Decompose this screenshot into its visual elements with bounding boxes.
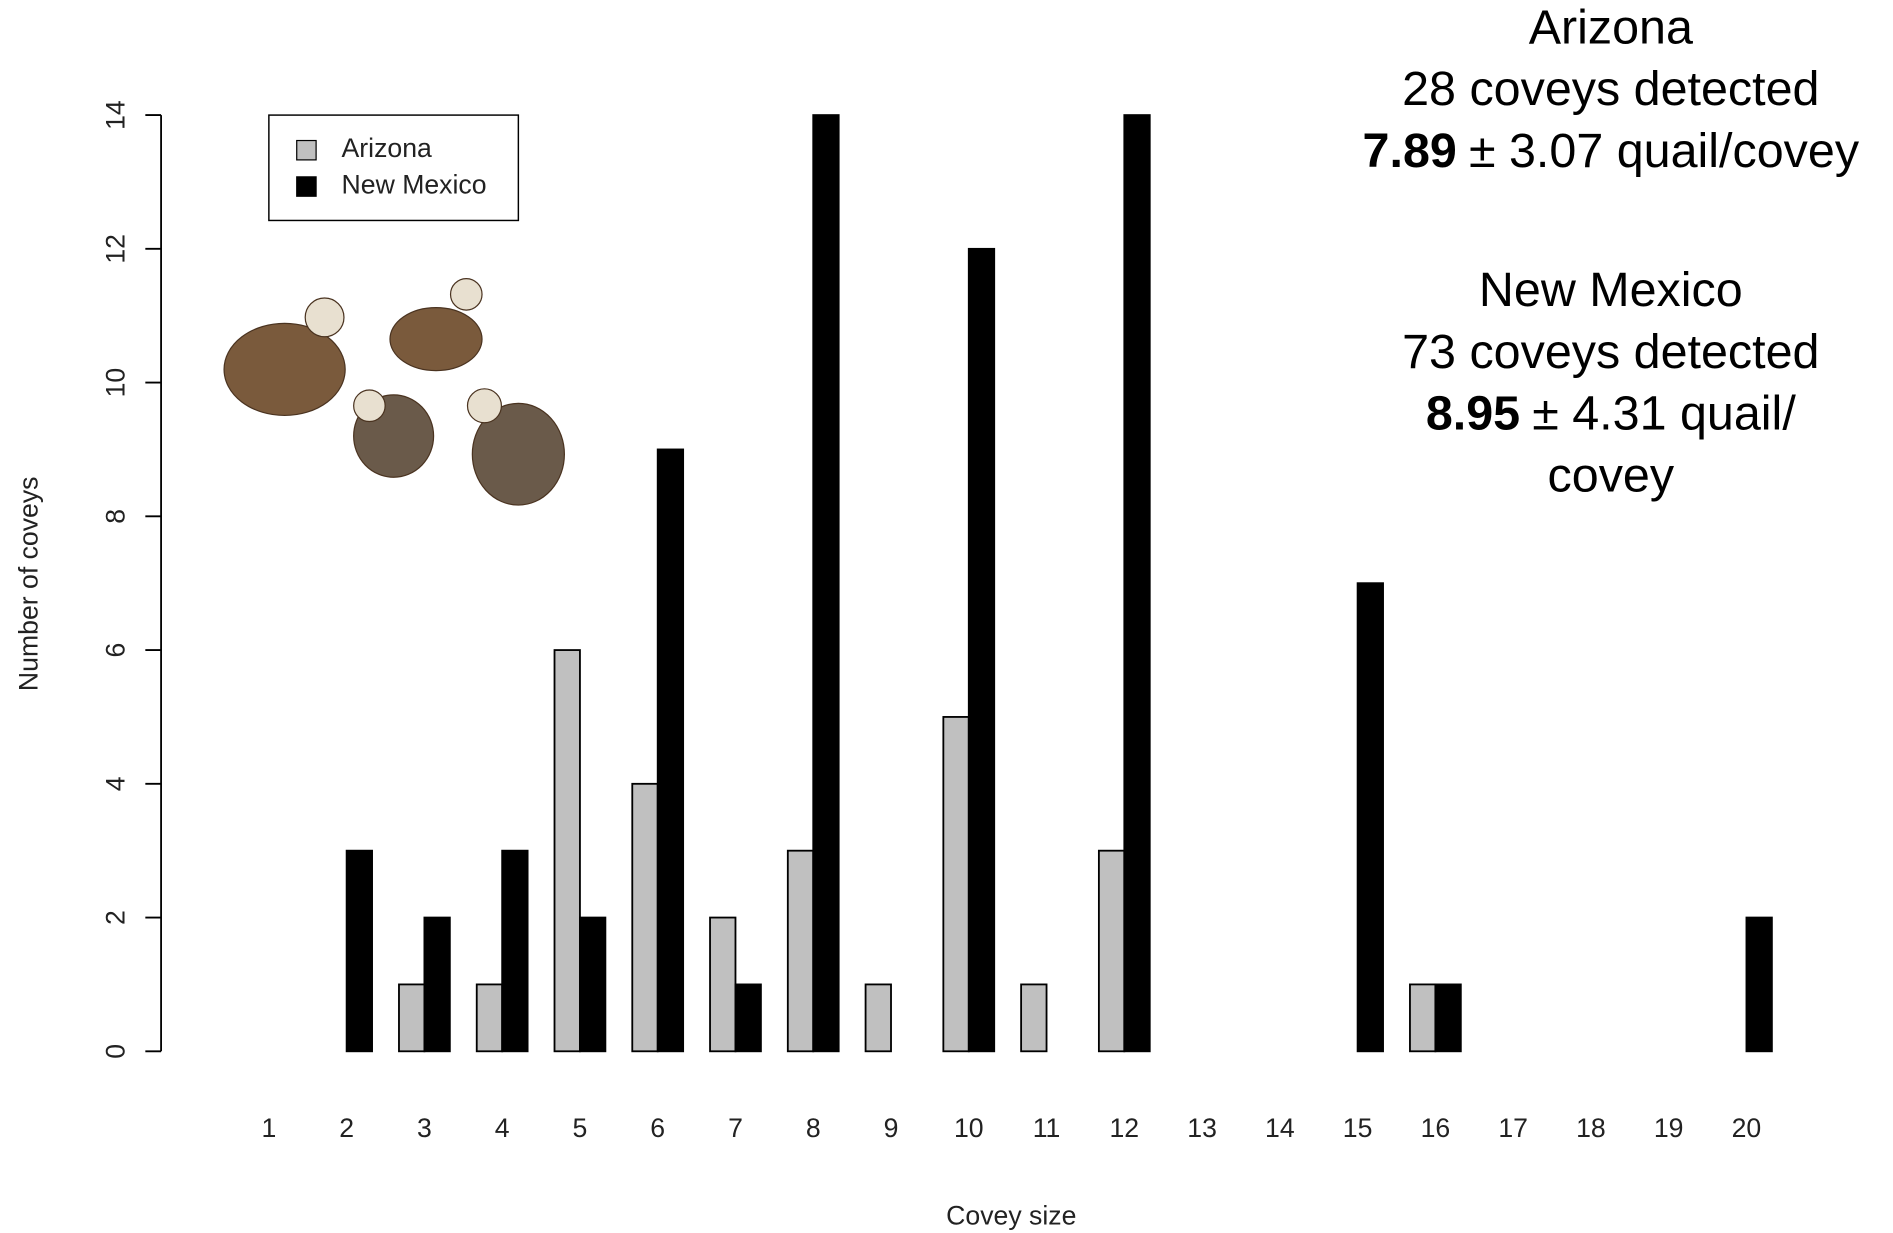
x-tick-label: 2 xyxy=(339,1113,354,1143)
bar xyxy=(347,851,372,1052)
y-tick-label: 4 xyxy=(101,776,131,791)
y-tick-label: 6 xyxy=(101,643,131,658)
bar xyxy=(580,918,605,1052)
bar xyxy=(866,984,891,1051)
quail-illustration xyxy=(224,279,564,505)
chart: Number of coveys Covey size 024681012141… xyxy=(0,0,1893,1233)
x-tick-label: 5 xyxy=(573,1113,588,1143)
legend-swatch xyxy=(297,177,316,196)
y-tick-label: 0 xyxy=(101,1044,131,1059)
annotation-line: 8.95± 4.31 quail/ xyxy=(1426,386,1797,440)
annotation-text: 28 coveys detected xyxy=(1402,62,1819,116)
annotation-line: New Mexico xyxy=(1479,263,1743,317)
bar xyxy=(399,984,424,1051)
bar xyxy=(710,918,735,1052)
x-tick-label: 8 xyxy=(806,1113,821,1143)
annotation-text: ± 3.07 quail/covey xyxy=(1469,124,1860,178)
bar xyxy=(1099,851,1124,1052)
bar xyxy=(1435,984,1460,1051)
x-tick-label: 7 xyxy=(728,1113,743,1143)
annotation-text: Arizona xyxy=(1529,0,1693,54)
legend-label: New Mexico xyxy=(342,170,487,200)
legend-swatch xyxy=(297,141,316,160)
legend-box xyxy=(269,115,518,220)
x-tick-label: 14 xyxy=(1265,1113,1295,1143)
bar xyxy=(1358,583,1383,1051)
y-tick-label: 10 xyxy=(101,368,131,398)
annotation-text: 7.89 xyxy=(1363,124,1457,178)
bar xyxy=(424,918,449,1052)
annotation-text: 73 coveys detected xyxy=(1402,325,1819,379)
x-tick-label: 6 xyxy=(650,1113,665,1143)
annotation-text: New Mexico xyxy=(1479,263,1743,317)
bar xyxy=(658,449,683,1051)
annotation-text: covey xyxy=(1548,448,1675,502)
bar xyxy=(943,717,968,1051)
annotation-line: 73 coveys detected xyxy=(1402,325,1819,379)
x-tick-label: 4 xyxy=(495,1113,510,1143)
x-tick-label: 19 xyxy=(1654,1113,1684,1143)
bar xyxy=(813,115,838,1051)
annotation-line: 7.89± 3.07 quail/covey xyxy=(1363,124,1860,178)
bar xyxy=(969,249,994,1051)
bar xyxy=(1410,984,1435,1051)
x-axis-label: Covey size xyxy=(946,1200,1076,1230)
annotation-text: ± 4.31 quail/ xyxy=(1532,386,1796,440)
x-tick-label: 18 xyxy=(1576,1113,1606,1143)
bar xyxy=(1124,115,1149,1051)
y-tick-label: 2 xyxy=(101,910,131,925)
x-tick-label: 10 xyxy=(954,1113,984,1143)
legend-label: Arizona xyxy=(342,133,432,163)
x-tick-label: 9 xyxy=(884,1113,899,1143)
y-tick-label: 8 xyxy=(101,509,131,524)
y-tick-label: 12 xyxy=(101,234,131,264)
page: Number of coveys Covey size 024681012141… xyxy=(0,0,1893,1233)
annotation-line: 28 coveys detected xyxy=(1402,62,1819,116)
bar xyxy=(1746,918,1771,1052)
annotation-text: 8.95 xyxy=(1426,386,1520,440)
x-tick-label: 3 xyxy=(417,1113,432,1143)
bar xyxy=(502,851,527,1052)
x-tick-label: 11 xyxy=(1033,1113,1061,1143)
x-tick-label: 17 xyxy=(1498,1113,1528,1143)
x-tick-label: 1 xyxy=(261,1113,276,1143)
bar xyxy=(1021,984,1046,1051)
bar xyxy=(477,984,502,1051)
bar xyxy=(788,851,813,1052)
annotation-line: Arizona xyxy=(1529,0,1693,54)
bar xyxy=(555,650,580,1051)
x-tick-label: 20 xyxy=(1732,1113,1762,1143)
annotation-line: covey xyxy=(1548,448,1675,502)
x-tick-label: 13 xyxy=(1187,1113,1217,1143)
x-tick-label: 16 xyxy=(1421,1113,1451,1143)
x-tick-label: 15 xyxy=(1343,1113,1373,1143)
x-tick-label: 12 xyxy=(1110,1113,1140,1143)
y-tick-label: 14 xyxy=(101,100,131,130)
y-axis-label: Number of coveys xyxy=(13,477,43,692)
bar xyxy=(632,784,657,1051)
bar xyxy=(735,984,760,1051)
